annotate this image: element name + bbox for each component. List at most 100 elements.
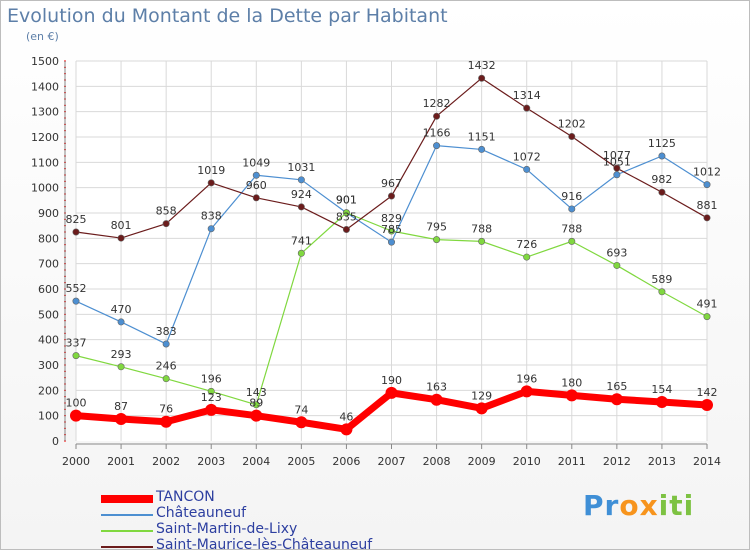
data-point — [297, 249, 305, 257]
data-label: 1077 — [603, 149, 631, 162]
logo-letter: r — [604, 489, 620, 522]
data-label: 89 — [249, 397, 263, 410]
data-label: 881 — [697, 199, 718, 212]
data-point — [613, 164, 621, 172]
data-point — [475, 402, 488, 415]
data-label: 924 — [291, 188, 312, 201]
data-label: 788 — [471, 222, 492, 235]
data-point — [117, 318, 125, 326]
x-tick-label: 2008 — [423, 455, 451, 468]
data-point — [523, 253, 531, 261]
data-label: 165 — [606, 380, 627, 393]
data-label: 1202 — [558, 117, 586, 130]
data-point — [433, 236, 441, 244]
logo-letter: i — [683, 489, 695, 522]
data-point — [568, 132, 576, 140]
data-label: 1314 — [513, 89, 541, 102]
chart-title: Evolution du Montant de la Dette par Hab… — [7, 5, 448, 27]
data-point — [658, 152, 666, 160]
data-point — [117, 234, 125, 242]
data-label: 1072 — [513, 150, 541, 163]
data-label: 967 — [381, 177, 402, 190]
data-point — [160, 415, 173, 428]
y-tick-label: 1500 — [31, 55, 59, 68]
data-label: 1019 — [197, 164, 225, 177]
data-label: 1151 — [468, 130, 496, 143]
logo-letter: i — [658, 489, 670, 522]
y-tick-label: 200 — [38, 384, 59, 397]
logo-letter: P — [583, 489, 605, 522]
logo-letter: t — [669, 489, 684, 522]
data-label: 901 — [336, 194, 357, 207]
data-point — [568, 237, 576, 245]
data-point — [701, 399, 713, 412]
legend-label: Saint-Maurice-lès-Châteauneuf — [156, 537, 373, 553]
data-point — [297, 176, 305, 184]
y-tick-label: 600 — [38, 283, 59, 296]
x-tick-label: 2005 — [287, 455, 315, 468]
data-label: 1031 — [287, 161, 315, 174]
data-point — [115, 412, 128, 425]
legend-label: Saint-Martin-de-Lixy — [156, 521, 298, 537]
data-label: 788 — [561, 222, 582, 235]
data-label: 916 — [561, 190, 582, 203]
x-tick-label: 2011 — [558, 455, 586, 468]
data-point — [117, 363, 125, 371]
data-label: 726 — [516, 238, 537, 251]
grid — [75, 60, 708, 441]
y-tick-label: 100 — [38, 410, 59, 423]
y-tick-label: 1300 — [31, 106, 59, 119]
data-label: 589 — [651, 273, 672, 286]
y-tick-label: 1200 — [31, 131, 59, 144]
data-point — [72, 297, 80, 305]
data-label: 46 — [339, 410, 353, 423]
data-label: 1049 — [242, 156, 270, 169]
y-tick-label: 1100 — [31, 156, 59, 169]
chart-subtitle: (en €) — [26, 30, 59, 43]
data-label: 982 — [651, 173, 672, 186]
data-label: 100 — [66, 397, 87, 410]
data-label: 1432 — [468, 59, 496, 72]
data-point — [342, 225, 350, 233]
data-point — [387, 238, 395, 246]
data-point — [252, 401, 260, 409]
y-tick-label: 1000 — [31, 182, 59, 195]
data-label: 76 — [159, 403, 173, 416]
data-label: 552 — [66, 282, 87, 295]
legend-swatch — [101, 546, 153, 548]
data-point — [703, 181, 711, 189]
data-point — [162, 375, 170, 383]
data-point — [387, 192, 395, 200]
data-label: 741 — [291, 234, 312, 247]
data-point — [703, 313, 711, 321]
x-tick-label: 2013 — [648, 455, 676, 468]
data-label: 960 — [246, 179, 267, 192]
y-tick-label: 400 — [38, 334, 59, 347]
data-point — [613, 171, 621, 179]
data-label: 785 — [381, 223, 402, 236]
data-label: 838 — [201, 210, 222, 223]
data-point — [297, 203, 305, 211]
data-label: 491 — [697, 298, 718, 311]
legend-label: Châteauneuf — [156, 505, 247, 521]
data-point — [250, 409, 263, 422]
x-tick-label: 2003 — [197, 455, 225, 468]
data-point — [613, 261, 621, 269]
x-tick-label: 2001 — [107, 455, 135, 468]
data-point — [162, 220, 170, 228]
data-label: 190 — [381, 374, 402, 387]
data-label: 163 — [426, 381, 447, 394]
data-point — [252, 171, 260, 179]
data-point — [703, 214, 711, 222]
legend-swatch — [101, 514, 153, 516]
data-label: 901 — [336, 194, 357, 207]
data-point — [655, 395, 668, 408]
data-label: 1282 — [423, 97, 451, 110]
proxiti-logo: Proxiti — [583, 489, 694, 522]
axes: 0 100 200 300 400 500 600 700 800 900 1000 1100 1200… — [31, 55, 721, 468]
data-point — [565, 389, 578, 402]
data-label: 246 — [156, 360, 177, 373]
x-tick-label: 2007 — [378, 455, 406, 468]
data-point — [162, 340, 170, 348]
